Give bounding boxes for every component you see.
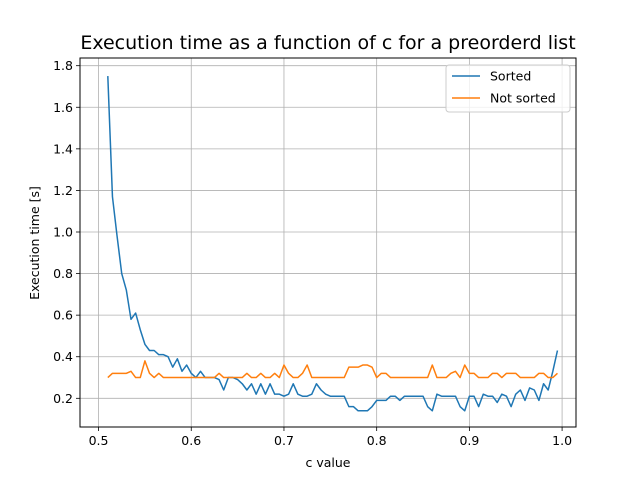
y-tick-label: 0.8: [53, 266, 73, 281]
y-tick-label: 0.4: [53, 349, 73, 364]
legend-label-not-sorted: Not sorted: [490, 91, 556, 106]
series-line-not-sorted: [107, 360, 558, 379]
y-tick-label: 0.2: [53, 391, 73, 406]
y-tick-label: 1.2: [53, 183, 73, 198]
x-tick-label: 1.0: [552, 433, 572, 448]
series-line-sorted: [107, 76, 559, 412]
x-tick-label: 0.5: [89, 433, 109, 448]
series-lines: [107, 76, 559, 412]
plot-frame: [79, 57, 577, 428]
legend-label-sorted: Sorted: [490, 69, 531, 84]
x-tick-label: 0.7: [274, 433, 294, 448]
x-axis-label: c value: [306, 455, 351, 470]
chart-title: Execution time as a function of c for a …: [80, 32, 575, 54]
y-tick-label: 1.6: [53, 100, 73, 115]
legend: Sorted Not sorted: [445, 64, 571, 113]
y-tick-label: 0.6: [53, 308, 73, 323]
y-tick-label: 1.8: [53, 58, 73, 73]
x-tick-label: 0.6: [181, 433, 201, 448]
axis-ticks: 0.5 0.6 0.7 0.8 0.9 1.0 0.2 0.4 0.6 0.8 1.0 1.2 1.4 1…: [53, 58, 572, 448]
x-tick-label: 0.8: [367, 433, 387, 448]
y-axis-label: Execution time [s]: [27, 186, 42, 300]
y-tick-label: 1.0: [53, 225, 73, 240]
y-tick-label: 1.4: [53, 141, 73, 156]
grid: [80, 58, 576, 427]
x-tick-label: 0.9: [459, 433, 479, 448]
